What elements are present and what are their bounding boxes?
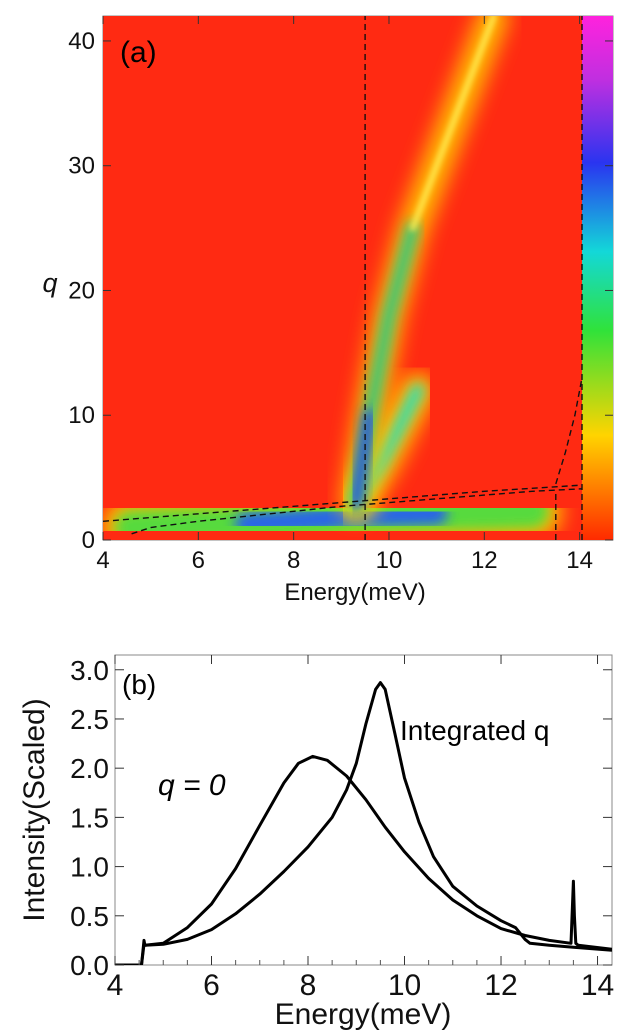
- line-y-axis-title: Intensity(Scaled): [18, 698, 51, 921]
- line-y-tick-label-1: 0.5: [70, 901, 109, 932]
- dashed-line-5: [555, 377, 583, 485]
- line-x-tick-label-4: 12: [484, 969, 517, 1002]
- ridge-core-deep: [349, 409, 376, 509]
- line-x-tick-label-3: 10: [388, 969, 421, 1002]
- line-frame: [114, 654, 613, 966]
- line-y-tick-label-2: 1.0: [70, 852, 109, 883]
- heatmap-y-tick-label-4: 40: [68, 28, 95, 55]
- line-panel: 4 6 8 10 12 14 0.0 0.5 1.0 1.5 2.0 2.5 3.0 (b) q = 0…: [18, 654, 614, 1031]
- line-y-tick-label-5: 2.5: [70, 704, 109, 735]
- heatmap-y-tick-label-2: 20: [68, 277, 95, 304]
- line-x-tick-label-1: 6: [203, 969, 220, 1002]
- line-y-tick-label-3: 1.5: [70, 802, 109, 833]
- heatmap-x-tick-label-2: 8: [287, 547, 300, 574]
- heatmap-y-tick-label-0: 0: [82, 527, 95, 554]
- series-line-0: [115, 754, 612, 965]
- heatmap-x-tick-label-3: 10: [376, 547, 403, 574]
- line-y-tick-label-6: 3.0: [70, 655, 109, 686]
- low-q-band-core: [235, 502, 448, 535]
- heatmap-x-tick-label-0: 4: [96, 547, 109, 574]
- heatmap-surface: [103, 16, 613, 540]
- line-x-tick-label-0: 4: [107, 969, 124, 1002]
- ridge-core-high: [409, 16, 497, 232]
- heatmap-axes: 4 6 8 10 12 14 0 10 20 30 40: [68, 16, 613, 574]
- heatmap-y-tick-label-3: 30: [68, 153, 95, 180]
- line-x-tick-label-5: 14: [581, 969, 614, 1002]
- dashed-line-4: [131, 488, 583, 535]
- heatmap-x-tick-label-4: 12: [471, 547, 498, 574]
- heatmap-panel: 4 6 8 10 12 14 0 10 20 30 40 (a) Energy(meV) q: [42, 15, 614, 606]
- heatmap-x-tick-label-5: 14: [566, 547, 593, 574]
- line-x-tick-label-2: 8: [300, 969, 317, 1002]
- panel-label-a: (a): [120, 36, 157, 69]
- heatmap-x-tick-label-1: 6: [192, 547, 205, 574]
- line-x-axis-title: Energy(meV): [275, 998, 452, 1031]
- series-line-1: [115, 681, 612, 965]
- heatmap-x-axis-title: Energy(meV): [284, 579, 425, 606]
- line-plot-area: [115, 681, 612, 965]
- line-y-tick-label-4: 2.0: [70, 753, 109, 784]
- heatmap-y-axis-title: q: [42, 268, 57, 298]
- heatmap-y-tick-label-1: 10: [68, 402, 95, 429]
- panel-label-b: (b): [122, 669, 156, 700]
- colorbar-strip: [582, 16, 613, 540]
- line-y-tick-label-0: 0.0: [70, 950, 109, 981]
- annotation-q0: q = 0: [158, 769, 226, 802]
- line-axes: 4 6 8 10 12 14 0.0 0.5 1.0 1.5 2.0 2.5 3.0: [70, 655, 614, 1002]
- annotation-integrated-q: Integrated q: [400, 715, 549, 746]
